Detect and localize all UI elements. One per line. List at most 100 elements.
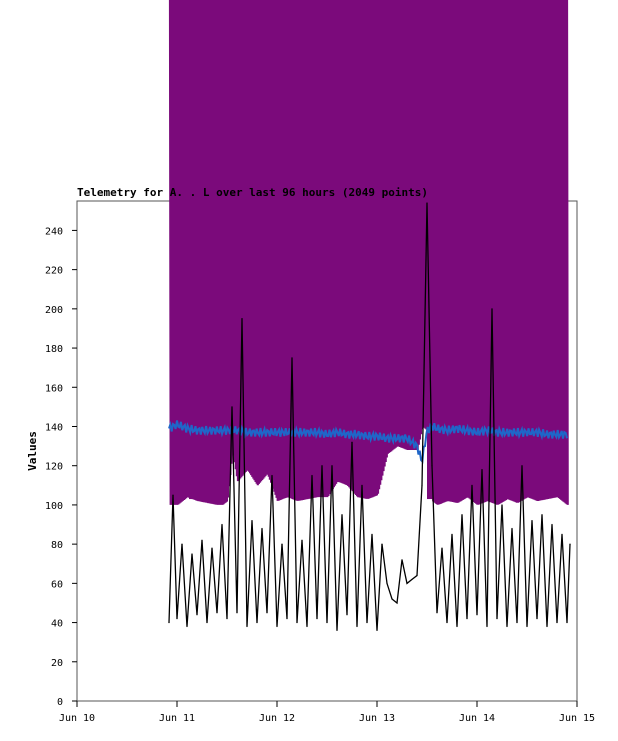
data-point-black [226,618,228,620]
y-tick-label: 0 [57,697,63,708]
x-tick-label: Jun 10 [59,713,95,724]
data-point-black [261,527,263,530]
data-point-black [246,625,248,628]
data-point-black [401,559,403,561]
data-point-black [172,494,174,496]
data-point-black [341,514,343,516]
y-tick-label: 40 [51,619,63,630]
data-point-black [501,504,503,506]
series-line-black [168,202,571,631]
data-point-black [376,629,378,632]
y-axis-label: Values [26,431,39,471]
data-point-black [331,465,333,467]
data-point-black [526,625,528,628]
data-point-black [381,543,383,545]
x-tick-label: Jun 15 [559,713,595,724]
y-tick-label: 240 [45,226,63,237]
series-line-blue [168,420,568,464]
data-point-black [346,614,348,616]
y-tick-label: 20 [51,658,63,669]
data-point-black [361,484,363,486]
data-point-black [456,625,458,628]
data-point-black [536,618,538,620]
data-point-black [196,614,198,616]
data-point-black [206,621,208,624]
data-point-black [476,614,478,616]
data-point-black [556,621,558,624]
data-point-black [216,612,218,614]
x-tick-label: Jun 12 [259,713,295,724]
data-point-black [336,629,338,632]
data-point-black [426,202,428,204]
data-point-black [421,484,423,486]
data-point-black [221,523,223,526]
data-point-black [461,514,463,516]
data-point-black [431,465,433,467]
data-point-black [211,547,213,549]
data-point-black [441,547,443,549]
data-point-black [326,621,328,624]
y-tick-label: 80 [51,540,63,551]
data-point-black [241,318,243,320]
y-tick-label: 160 [45,383,63,394]
series-line-purple [168,0,569,505]
data-point-black [406,582,408,584]
data-point-black [451,533,453,535]
data-point-black [471,484,473,486]
data-point-black [271,474,273,477]
chart-title: Telemetry for A. . L over last 96 hours … [77,186,428,199]
data-point-black [521,465,523,467]
data-point-black [569,543,571,545]
data-point-black [566,621,568,624]
data-point-black [321,465,323,467]
data-point-black [191,553,193,555]
data-point-black [486,625,488,628]
data-point-black [276,625,278,628]
y-tick-label: 100 [45,501,63,512]
data-point-black [291,357,293,359]
data-point-black [496,618,498,620]
data-point-black [356,625,358,628]
data-point-black [366,621,368,624]
data-point-black [516,621,518,624]
data-point-black [531,520,533,522]
data-point-black [491,308,493,310]
data-point-black [266,612,268,614]
data-point-black [181,543,183,545]
x-tick-label: Jun 14 [459,713,495,724]
data-point-black [386,582,388,584]
data-point-black [306,625,308,628]
data-point-black [351,441,353,443]
data-point-black [281,543,283,545]
data-point-black [296,621,298,624]
data-point-black [286,618,288,620]
data-point-black [506,625,508,628]
data-point-black [511,527,513,530]
data-point-black [446,621,448,624]
data-point-black [466,618,468,620]
data-point-black [561,533,563,535]
y-axis: 0 20 40 60 80 100 120 140 160 180 200 220 240 [45,226,77,708]
data-point-black [541,514,543,516]
data-point-black [371,533,373,535]
data-point-black [176,618,178,620]
data-point-black [231,406,233,408]
y-tick-label: 220 [45,266,63,277]
data-point-black [416,574,418,577]
series-dense-block [189,0,222,500]
data-point-black [311,474,313,477]
data-point-black [301,539,303,541]
data-point-black [391,598,393,600]
y-tick-label: 120 [45,462,63,473]
series-dense-block [427,0,439,500]
x-tick-label: Jun 13 [359,713,395,724]
y-tick-label: 60 [51,579,63,590]
data-point-black [551,523,553,526]
data-point-black [201,539,203,541]
data-point-black [236,612,238,614]
data-point-black [546,625,548,628]
data-point-black [411,578,413,581]
x-axis: Jun 10 Jun 11 Jun 12 Jun 13 Jun 14 Jun 15 [59,701,595,724]
series-layer [168,0,571,632]
